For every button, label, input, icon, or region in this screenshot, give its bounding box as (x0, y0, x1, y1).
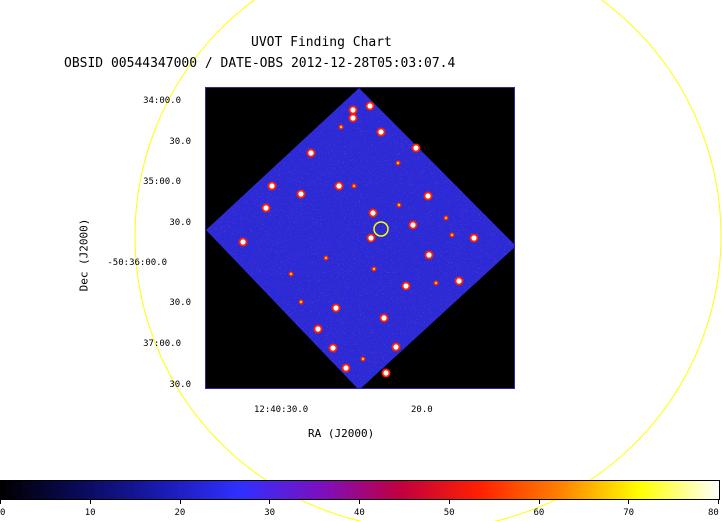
sky-image-canvas (206, 88, 514, 388)
sky-noise-texture (206, 88, 514, 388)
star-core (350, 107, 356, 113)
ra-tick-label: 20.0 (411, 405, 433, 415)
colorbar-tick-label: 40 (354, 508, 365, 518)
colorbar-tick-label: 50 (443, 508, 455, 518)
colorbar-tick-label: 70 (623, 508, 635, 518)
colorbar-tick-mark (448, 500, 450, 504)
star-core (456, 278, 462, 284)
star-core (434, 281, 438, 285)
star-core (410, 222, 416, 228)
star-core (450, 233, 454, 237)
colorbar-tick-label: 10 (84, 508, 96, 518)
colorbar-tick-mark (718, 500, 719, 504)
dec-tick-label: 30.0 (169, 137, 191, 147)
dec-tick-label: 30.0 (169, 218, 191, 228)
star-core (343, 365, 349, 371)
star-core (471, 235, 477, 241)
star-core (444, 216, 448, 220)
star-core (299, 300, 303, 304)
star-core (370, 210, 376, 216)
star-core (240, 239, 246, 245)
star-core (425, 193, 431, 199)
star-core (426, 252, 432, 258)
star-core (368, 235, 374, 241)
chart-title: UVOT Finding Chart (251, 35, 392, 50)
dec-tick-label: 30.0 (169, 380, 191, 390)
colorbar-tick-mark (89, 500, 91, 504)
colorbar-tick-label: 60 (533, 508, 545, 518)
star-core (413, 145, 419, 151)
star-core (330, 345, 336, 351)
star-core (396, 161, 400, 165)
colorbar-tick-mark (269, 500, 271, 504)
star-core (361, 357, 365, 361)
star-core (372, 267, 376, 271)
star-core (393, 344, 399, 350)
colorbar-tick-label: 80 (708, 508, 719, 518)
colorbar-tick-mark (0, 500, 1, 504)
colorbar (0, 480, 720, 500)
star-core (350, 115, 356, 121)
x-axis-label: RA (J2000) (308, 427, 375, 440)
star-core (367, 103, 373, 109)
star-field (238, 101, 479, 378)
dec-tick-label: 35:00.0 (143, 177, 181, 187)
star-core (308, 150, 314, 156)
star-core (352, 184, 356, 188)
star-core (289, 272, 293, 276)
colorbar-tick-label: 30 (264, 508, 276, 518)
target-marker (373, 221, 389, 237)
dec-tick-label: 30.0 (169, 298, 191, 308)
colorbar-tick-mark (538, 500, 540, 504)
y-axis-label: Dec (J2000) (77, 218, 91, 292)
colorbar-tick-mark (179, 500, 181, 504)
colorbar-tick-label: 20 (174, 508, 186, 518)
star-core (339, 125, 343, 129)
star-core (324, 256, 328, 260)
star-core (336, 183, 342, 189)
star-core (333, 305, 339, 311)
star-core (381, 315, 387, 321)
star-core (397, 203, 401, 207)
ra-tick-label: 12:40:30.0 (254, 405, 309, 415)
star-core (298, 191, 304, 197)
star-core (269, 183, 275, 189)
star-core (378, 129, 384, 135)
colorbar-tick-label: 0 (0, 508, 6, 518)
dec-tick-label: -50:36:00.0 (107, 258, 167, 268)
chart-subtitle: OBSID 00544347000 / DATE-OBS 2012-12-28T… (64, 56, 456, 71)
sky-image (205, 87, 515, 389)
star-core (403, 283, 409, 289)
star-core (263, 205, 269, 211)
star-core (315, 326, 321, 332)
star-core (383, 370, 389, 376)
dec-tick-label: 34:00.0 (143, 96, 181, 106)
colorbar-tick-mark (628, 500, 630, 504)
colorbar-tick-mark (359, 500, 360, 504)
dec-tick-label: 37:00.0 (143, 339, 181, 349)
